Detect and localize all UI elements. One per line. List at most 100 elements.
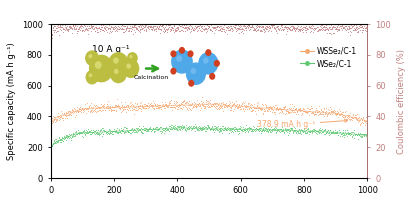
Point xyxy=(265,126,271,130)
Point xyxy=(48,143,55,146)
Point xyxy=(219,106,226,109)
Point xyxy=(137,127,144,130)
Point xyxy=(210,127,216,131)
Point xyxy=(212,124,219,128)
Point xyxy=(50,28,56,31)
Point xyxy=(172,126,179,129)
Point xyxy=(182,128,188,131)
Point xyxy=(149,129,155,132)
Point xyxy=(89,131,95,134)
Point xyxy=(315,129,321,132)
Point xyxy=(318,23,324,27)
Point xyxy=(56,22,62,25)
Point xyxy=(84,101,90,104)
Point xyxy=(319,27,326,31)
Point xyxy=(145,128,151,131)
Point xyxy=(100,104,107,108)
Point xyxy=(237,105,243,109)
Point xyxy=(341,115,347,118)
Point xyxy=(174,28,181,31)
Point xyxy=(186,124,193,127)
Point xyxy=(79,107,85,110)
Point xyxy=(258,126,264,129)
Point xyxy=(330,31,336,34)
Point xyxy=(128,29,135,32)
Point xyxy=(159,130,166,133)
Point xyxy=(104,103,111,106)
Point xyxy=(240,23,247,27)
Point xyxy=(175,22,182,26)
Point xyxy=(86,27,93,30)
Point xyxy=(81,130,87,133)
Point xyxy=(121,105,128,108)
Point xyxy=(55,26,62,29)
Point xyxy=(165,103,172,106)
Point xyxy=(341,110,348,114)
Point xyxy=(342,24,348,27)
Point xyxy=(58,116,64,119)
Point xyxy=(204,24,211,28)
Point xyxy=(234,129,240,132)
Point xyxy=(262,25,268,29)
Point xyxy=(68,26,75,29)
Point xyxy=(202,31,209,34)
Point xyxy=(69,107,75,111)
Point xyxy=(74,105,80,109)
Point xyxy=(151,107,157,110)
Point xyxy=(192,105,198,108)
Point xyxy=(183,24,190,27)
Point xyxy=(99,132,106,136)
Point xyxy=(317,26,324,29)
Point xyxy=(97,28,103,31)
Point xyxy=(265,105,271,108)
Point xyxy=(84,106,91,109)
Point xyxy=(335,133,341,136)
Point xyxy=(186,126,192,129)
Point xyxy=(233,28,239,31)
Point xyxy=(146,27,152,30)
Point xyxy=(364,31,370,34)
Point xyxy=(295,109,301,112)
Point xyxy=(347,118,353,121)
Point xyxy=(87,133,93,136)
Point xyxy=(108,131,114,135)
Point xyxy=(57,140,64,143)
Point xyxy=(334,109,340,112)
Point xyxy=(327,131,334,135)
Point xyxy=(104,106,110,109)
Point xyxy=(163,125,170,128)
Point xyxy=(180,29,187,33)
Point xyxy=(144,21,151,24)
Point xyxy=(341,133,347,136)
Point xyxy=(238,103,244,106)
Point xyxy=(328,132,335,135)
Point xyxy=(84,107,91,111)
Point xyxy=(239,28,246,31)
Point xyxy=(56,114,62,118)
Point xyxy=(153,125,159,128)
Point xyxy=(319,128,325,131)
Point xyxy=(158,107,164,111)
Point xyxy=(101,107,108,110)
Point xyxy=(80,108,86,111)
Point xyxy=(75,131,81,134)
Point xyxy=(83,111,89,115)
Point xyxy=(119,103,126,106)
Point xyxy=(261,126,268,129)
Point xyxy=(246,25,253,28)
Point xyxy=(91,129,97,133)
Point xyxy=(82,27,89,30)
Point xyxy=(74,28,81,31)
Point xyxy=(200,127,207,131)
Point xyxy=(283,27,290,30)
Point xyxy=(285,127,291,130)
Point xyxy=(347,26,353,29)
Point xyxy=(216,25,222,28)
Point xyxy=(109,26,115,29)
Point xyxy=(113,131,120,134)
Point xyxy=(266,104,273,107)
Point xyxy=(346,27,353,30)
Point xyxy=(258,29,264,33)
Point xyxy=(183,127,190,130)
Point xyxy=(178,28,185,32)
